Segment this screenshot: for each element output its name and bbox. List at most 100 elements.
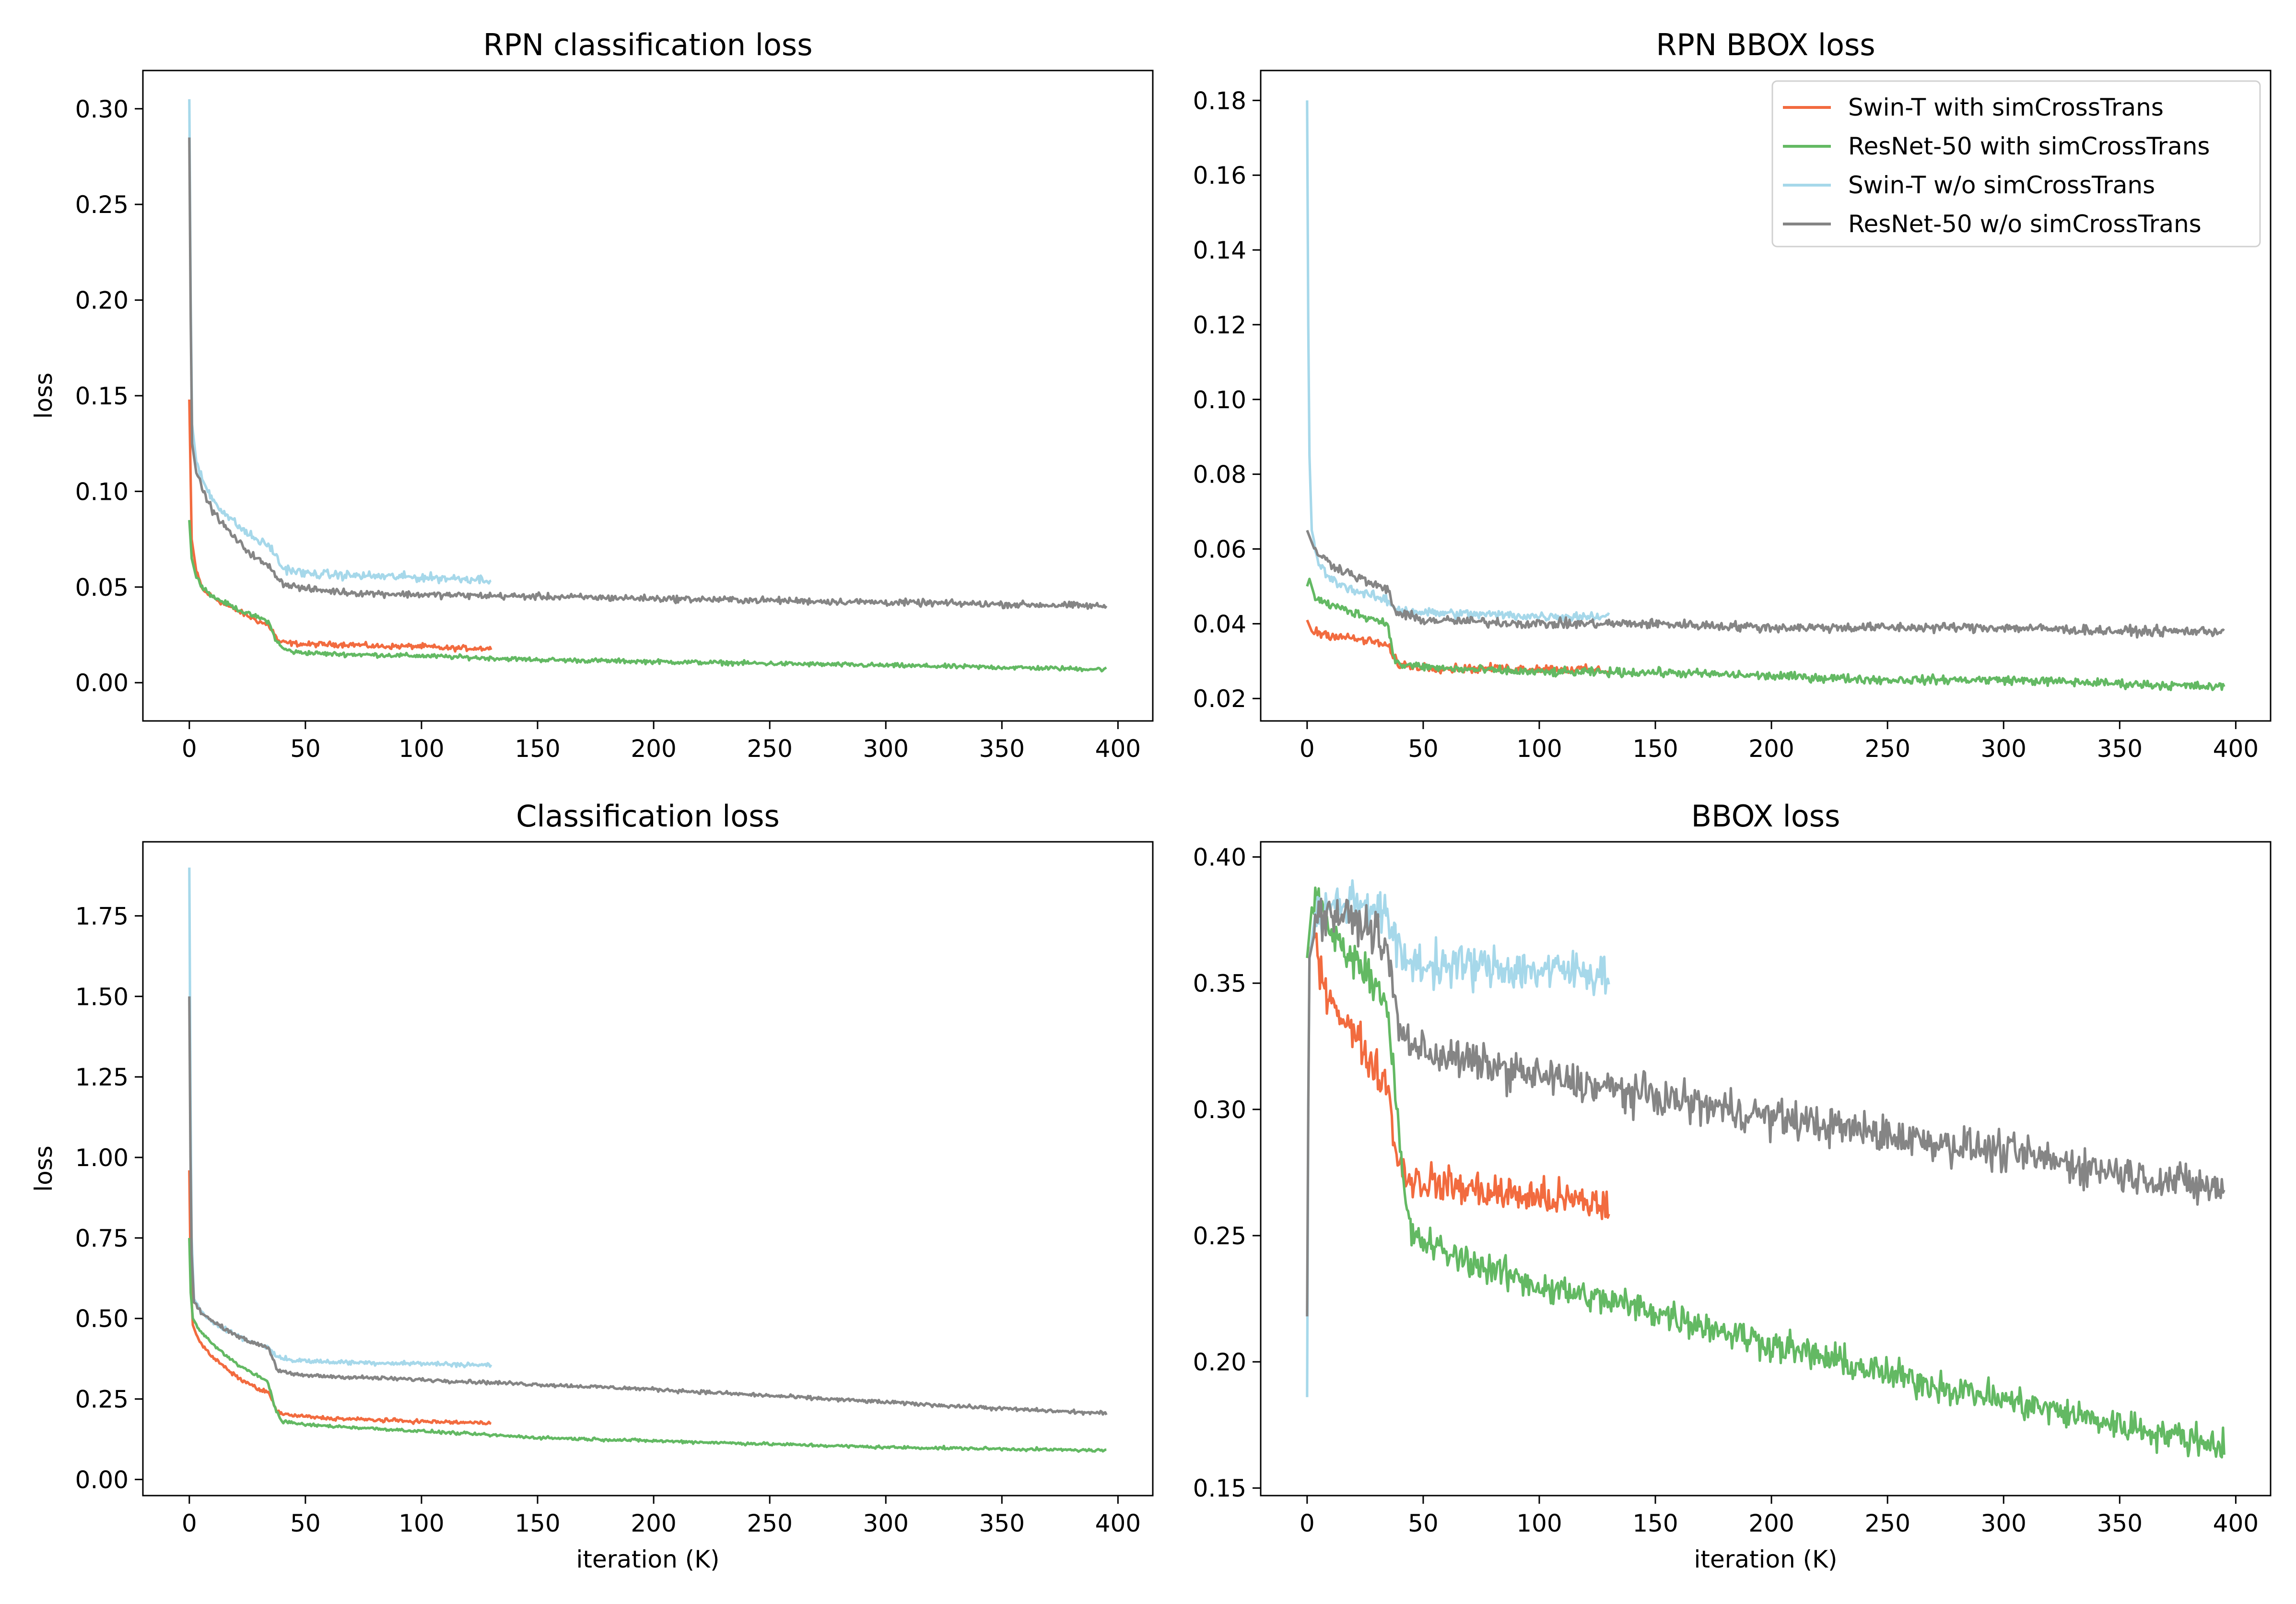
y-tick-label: 1.25 [75, 1063, 129, 1091]
chart-title: BBOX loss [1691, 799, 1840, 834]
y-tick-label: 0.06 [1193, 536, 1246, 564]
x-tick-label: 0 [1300, 1510, 1315, 1537]
y-tick-label: 0.30 [1193, 1096, 1246, 1124]
x-tick-label: 100 [1516, 1510, 1562, 1537]
series-line-resnet-50-w-o-simcrosstrans [188, 137, 1108, 610]
y-tick-label: 0.18 [1193, 87, 1246, 115]
y-tick-label: 0.20 [75, 287, 129, 315]
plot-frame [1260, 70, 2272, 722]
x-tick-label: 0 [182, 1510, 197, 1537]
x-tick-label: 100 [398, 735, 444, 763]
y-tick-label: 0.40 [1193, 844, 1246, 872]
legend-label-resnet-50-w-o-simcrosstrans: ResNet-50 w/o simCrossTrans [1848, 210, 2202, 238]
y-tick-label: 0.05 [75, 574, 129, 602]
y-axis-label: loss [30, 373, 58, 419]
x-tick-label: 400 [2213, 735, 2259, 763]
y-tick-label: 0.00 [75, 1466, 129, 1494]
x-tick-label: 0 [1300, 735, 1315, 763]
x-tick-label: 200 [631, 735, 676, 763]
x-tick-label: 400 [1095, 1510, 1141, 1537]
series-line-swin-t-w-o-simcrosstrans [188, 99, 492, 585]
x-tick-label: 50 [1408, 735, 1439, 763]
y-tick-label: 1.50 [75, 983, 129, 1011]
series-line-resnet-50-with-simcrosstrans [188, 520, 1107, 672]
y-tick-label: 0.16 [1193, 162, 1246, 189]
x-tick-label: 300 [1981, 1510, 2027, 1537]
x-tick-label: 200 [1748, 735, 1794, 763]
series-line-swin-t-w-o-simcrosstrans [1306, 879, 1610, 1397]
legend: Swin-T with simCrossTrans ResNet-50 with … [1771, 80, 2261, 248]
y-tick-label: 1.75 [75, 902, 129, 930]
plot-frame [142, 841, 1154, 1497]
chart-title: Classification loss [516, 799, 780, 834]
chart-panel-classification-loss: 0 50 100 150 200 250 300 350 400 0.00 0.25 0.50 0.75… [30, 799, 1154, 1573]
x-tick-label: 300 [1981, 735, 2027, 763]
y-tick-label: 0.00 [75, 669, 129, 697]
x-axis-label: iteration (K) [1694, 1545, 1838, 1573]
chart-panel-bbox-loss: 0 50 100 150 200 250 300 350 400 0.15 0.20 0.25 0.30… [1193, 799, 2272, 1573]
x-tick-label: 250 [747, 1510, 792, 1537]
x-axis-label: iteration (K) [576, 1545, 720, 1573]
x-tick-label: 200 [631, 1510, 676, 1537]
y-tick-label: 0.50 [75, 1305, 129, 1333]
x-tick-label: 150 [515, 1510, 560, 1537]
y-tick-label: 0.08 [1193, 461, 1246, 489]
x-tick-label: 50 [1408, 1510, 1439, 1537]
legend-label-resnet-50-with-simcrosstrans: ResNet-50 with simCrossTrans [1848, 132, 2210, 160]
x-tick-label: 350 [979, 1510, 1025, 1537]
x-tick-label: 250 [1864, 1510, 1910, 1537]
y-tick-label: 0.25 [75, 191, 129, 219]
series-line-resnet-50-with-simcrosstrans [1306, 886, 2226, 1459]
y-tick-label: 0.10 [75, 478, 129, 506]
y-tick-label: 1.00 [75, 1144, 129, 1172]
y-axis-label: loss [30, 1145, 58, 1192]
x-tick-label: 300 [863, 1510, 909, 1537]
y-tick-label: 0.02 [1193, 685, 1246, 713]
y-tick-label: 0.10 [1193, 386, 1246, 414]
legend-label-swin-t-w-o-simcrosstrans: Swin-T w/o simCrossTrans [1848, 171, 2155, 199]
x-tick-label: 400 [2213, 1510, 2259, 1537]
x-tick-label: 0 [182, 735, 197, 763]
y-tick-label: 0.75 [75, 1225, 129, 1252]
series-line-swin-t-with-simcrosstrans [1306, 932, 1610, 1220]
series-line-resnet-50-w-o-simcrosstrans [188, 996, 1108, 1416]
x-tick-label: 150 [1632, 735, 1678, 763]
chart-panel-rpn-bbox-loss: 0 50 100 150 200 250 300 350 400 0.02 0.04 0.06 0.08… [1193, 27, 2272, 763]
y-tick-label: 0.15 [75, 382, 129, 410]
series-line-resnet-50-w-o-simcrosstrans [1306, 530, 2225, 639]
y-tick-label: 0.15 [1193, 1474, 1246, 1502]
y-tick-label: 0.25 [75, 1386, 129, 1414]
y-tick-label: 0.25 [1193, 1222, 1246, 1250]
x-tick-label: 100 [1516, 735, 1562, 763]
x-tick-label: 100 [398, 1510, 444, 1537]
legend-box [1771, 80, 2261, 248]
x-tick-label: 400 [1095, 735, 1141, 763]
x-tick-label: 350 [979, 735, 1025, 763]
x-tick-label: 150 [515, 735, 560, 763]
x-tick-label: 50 [290, 1510, 321, 1537]
y-tick-label: 0.12 [1193, 311, 1246, 339]
x-tick-label: 300 [863, 735, 909, 763]
y-tick-label: 0.30 [75, 95, 129, 123]
chart-panel-rpn-classification-loss: 0 50 100 150 200 250 300 350 400 0.00 0.05 0.10 0.15… [30, 27, 1154, 763]
x-tick-label: 350 [2097, 1510, 2143, 1537]
x-tick-label: 200 [1748, 1510, 1794, 1537]
series-line-swin-t-with-simcrosstrans [188, 1170, 492, 1426]
plot-frame [1260, 841, 2272, 1497]
series-line-resnet-50-with-simcrosstrans [1306, 578, 2226, 691]
legend-label-swin-t-with-simcrosstrans: Swin-T with simCrossTrans [1848, 94, 2164, 121]
y-tick-label: 0.20 [1193, 1348, 1246, 1376]
x-tick-label: 250 [747, 735, 792, 763]
series-line-resnet-50-with-simcrosstrans [188, 1238, 1107, 1453]
chart-title: RPN classification loss [483, 27, 812, 62]
series-line-swin-t-with-simcrosstrans [188, 399, 492, 653]
x-tick-label: 150 [1632, 1510, 1678, 1537]
chart-title: RPN BBOX loss [1656, 27, 1875, 62]
y-tick-label: 0.14 [1193, 236, 1246, 264]
y-tick-label: 0.04 [1193, 610, 1246, 638]
y-tick-label: 0.35 [1193, 970, 1246, 998]
x-tick-label: 350 [2097, 735, 2143, 763]
series-line-resnet-50-w-o-simcrosstrans [1306, 897, 2226, 1317]
